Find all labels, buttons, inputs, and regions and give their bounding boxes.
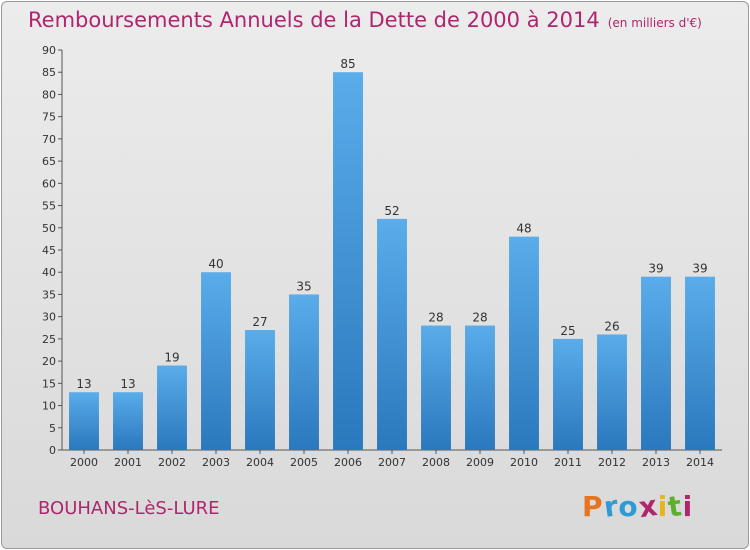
y-tick-label: 90 [42, 44, 56, 57]
x-tick-label: 2007 [378, 456, 406, 469]
bar-2011[interactable] [553, 338, 583, 450]
bar-2008[interactable] [421, 325, 451, 450]
proxiti-logo[interactable]: Proxiti [582, 489, 694, 524]
bar-value-label: 48 [516, 222, 531, 236]
y-tick-label: 10 [42, 400, 56, 413]
x-tick-label: 2002 [158, 456, 186, 469]
bar-2007[interactable] [377, 218, 407, 450]
bar-value-label: 25 [560, 324, 575, 338]
y-tick-label: 70 [42, 133, 56, 146]
y-tick-label: 35 [42, 288, 56, 301]
x-tick-label: 2014 [686, 456, 714, 469]
y-tick-label: 45 [42, 244, 56, 257]
bar-value-label: 13 [120, 377, 135, 391]
bar-2014[interactable] [685, 276, 715, 450]
logo-letter: P [582, 490, 604, 523]
bar-2006[interactable] [333, 72, 363, 450]
y-tick-label: 75 [42, 111, 56, 124]
y-tick-label: 0 [49, 444, 56, 457]
bar-2010[interactable] [509, 236, 539, 450]
bar-value-label: 39 [692, 262, 707, 276]
bar-value-label: 85 [340, 57, 355, 71]
y-tick-label: 15 [42, 377, 56, 390]
y-tick-label: 60 [42, 177, 56, 190]
y-tick-label: 50 [42, 222, 56, 235]
bar-value-label: 39 [648, 262, 663, 276]
chart-subtitle: (en milliers d'€) [607, 16, 702, 30]
bar-value-label: 28 [472, 311, 487, 325]
bar-2005[interactable] [289, 294, 319, 450]
bar-value-label: 35 [296, 279, 311, 293]
y-tick-label: 20 [42, 355, 56, 368]
bar-value-label: 52 [384, 204, 399, 218]
y-tick-label: 80 [42, 88, 56, 101]
bar-2001[interactable] [113, 392, 143, 450]
chart-title-main: Remboursements Annuels de la Dette de 20… [28, 8, 600, 32]
bar-2000[interactable] [69, 392, 99, 450]
x-tick-label: 2012 [598, 456, 626, 469]
y-tick-label: 25 [42, 333, 56, 346]
y-tick-label: 85 [42, 66, 56, 79]
bar-value-label: 19 [164, 351, 179, 365]
x-tick-label: 2011 [554, 456, 582, 469]
bar-2012[interactable] [597, 334, 627, 450]
x-tick-label: 2010 [510, 456, 538, 469]
y-tick-label: 65 [42, 155, 56, 168]
bar-value-label: 13 [76, 377, 91, 391]
bar-2003[interactable] [201, 272, 231, 450]
x-tick-label: 2005 [290, 456, 318, 469]
bar-2013[interactable] [641, 276, 671, 450]
chart-title: Remboursements Annuels de la Dette de 20… [28, 8, 728, 32]
x-tick-label: 2001 [114, 456, 142, 469]
city-name: BOUHANS-LèS-LURE [38, 498, 220, 519]
logo-letter: i [657, 490, 669, 523]
bar-value-label: 26 [604, 319, 619, 333]
x-tick-label: 2000 [70, 456, 98, 469]
y-tick-label: 30 [42, 311, 56, 324]
y-tick-label: 55 [42, 200, 56, 213]
x-tick-label: 2009 [466, 456, 494, 469]
logo-letter: i [682, 490, 694, 523]
y-tick-label: 40 [42, 266, 56, 279]
bar-value-label: 27 [252, 315, 267, 329]
x-tick-label: 2004 [246, 456, 274, 469]
bar-2009[interactable] [465, 325, 495, 450]
y-tick-label: 5 [49, 422, 56, 435]
x-tick-label: 2003 [202, 456, 230, 469]
bar-2002[interactable] [157, 365, 187, 450]
x-tick-label: 2008 [422, 456, 450, 469]
bar-value-label: 28 [428, 311, 443, 325]
bar-2004[interactable] [245, 330, 275, 450]
x-tick-label: 2006 [334, 456, 362, 469]
logo-letter: o [618, 490, 639, 523]
x-tick-label: 2013 [642, 456, 670, 469]
bar-series: 13 13 19 40 27 35 85 52 28 28 48 25 26 39 39 [69, 57, 715, 450]
bar-value-label: 40 [208, 257, 223, 271]
